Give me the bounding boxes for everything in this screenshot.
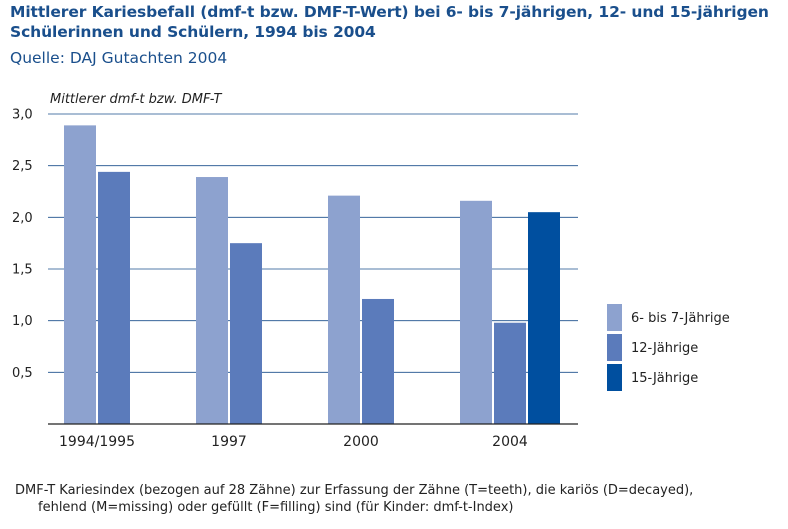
bar-2000-series-0 bbox=[328, 195, 360, 424]
legend-label-15: 15-Jährige bbox=[631, 371, 699, 386]
footnote-line-2: fehlend (M=missing) oder gefüllt (F=fill… bbox=[38, 500, 514, 515]
bar-2004-series-0 bbox=[460, 200, 492, 424]
legend-swatch-12 bbox=[607, 334, 622, 361]
x-tick-label: 1994/1995 bbox=[59, 434, 135, 450]
chart-source: Quelle: DAJ Gutachten 2004 bbox=[10, 49, 228, 67]
y-tick-label: 2,0 bbox=[12, 211, 33, 226]
x-tick-label: 1997 bbox=[211, 434, 247, 450]
bar-1997-series-1 bbox=[230, 243, 262, 424]
legend-swatch-6-7 bbox=[607, 304, 622, 331]
chart-title: Mittlerer Kariesbefall (dmf-t bzw. DMF-T… bbox=[10, 3, 769, 41]
y-tick-label: 2,5 bbox=[12, 159, 33, 174]
axes: 0,5 1,0 1,5 2,0 2,5 3,0 Mittlerer dmf-t bzw. D… bbox=[12, 92, 578, 450]
y-axis-label: Mittlerer dmf-t bzw. DMF-T bbox=[50, 92, 223, 107]
legend-swatch-15 bbox=[607, 364, 622, 391]
bar-1994-1995-series-0 bbox=[64, 125, 96, 424]
bars bbox=[64, 125, 560, 424]
bar-2004-series-1 bbox=[494, 322, 526, 424]
y-tick-label: 3,0 bbox=[12, 108, 33, 123]
y-tick-label: 0,5 bbox=[12, 366, 33, 381]
y-tick-label: 1,5 bbox=[12, 263, 33, 278]
bar-1997-series-0 bbox=[196, 177, 228, 424]
bar-1994-1995-series-1 bbox=[98, 171, 130, 424]
footnote: DMF-T Kariesindex (bezogen auf 28 Zähne)… bbox=[15, 482, 785, 516]
bar-2004-series-2 bbox=[528, 212, 560, 424]
legend-label-12: 12-Jährige bbox=[631, 341, 699, 356]
bar-chart: 0,5 1,0 1,5 2,0 2,5 3,0 Mittlerer dmf-t bzw. D… bbox=[12, 92, 578, 450]
y-tick-label: 1,0 bbox=[12, 314, 33, 329]
bar-2000-series-1 bbox=[362, 298, 394, 424]
legend-label-6-7: 6- bis 7-Jährige bbox=[631, 311, 730, 326]
footnote-line-1: DMF-T Kariesindex (bezogen auf 28 Zähne)… bbox=[15, 483, 694, 498]
x-tick-label: 2004 bbox=[492, 434, 528, 450]
x-tick-label: 2000 bbox=[343, 434, 379, 450]
